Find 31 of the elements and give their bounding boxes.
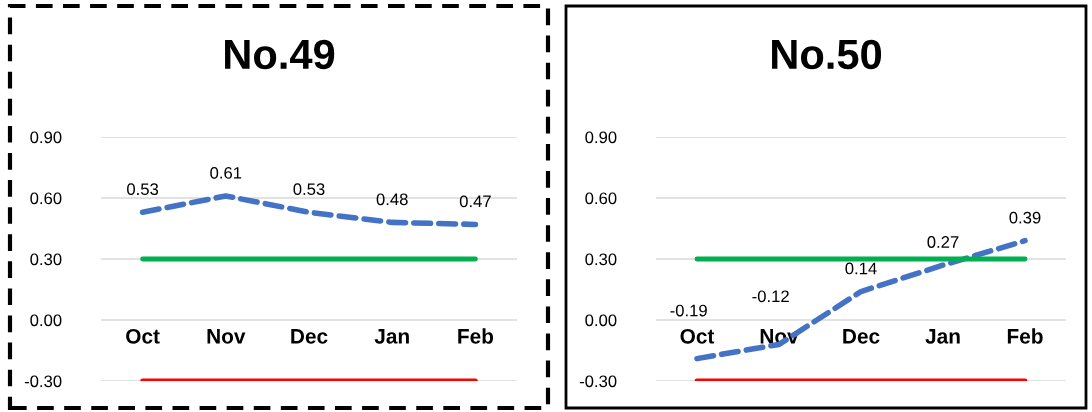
y-tick-label: 0.00	[30, 314, 62, 327]
data-label: 0.39	[1009, 211, 1041, 224]
chart-title: No.50	[772, 39, 882, 70]
y-tick-label: 0.30	[585, 253, 617, 266]
data-label: -0.19	[670, 304, 707, 317]
x-tick-label: Dec	[291, 329, 328, 344]
x-tick-label: Jan	[374, 329, 409, 344]
x-tick-label: Oct	[126, 328, 160, 344]
y-tick-label: -0.30	[24, 375, 62, 388]
x-tick-label: Feb	[458, 328, 494, 344]
y-tick-label: 0.00	[585, 314, 617, 327]
data-label: 0.47	[459, 195, 491, 208]
y-tick-label: 0.90	[585, 131, 617, 144]
y-tick-label: 0.90	[30, 131, 62, 144]
data-label: 0.14	[845, 262, 877, 275]
x-tick-label: Nov	[207, 329, 246, 344]
data-label: 0.53	[127, 183, 159, 196]
chart-title: No.49	[225, 39, 335, 70]
x-tick-label: Dec	[843, 329, 880, 344]
data-label: 0.48	[376, 193, 408, 206]
y-tick-label: 0.60	[30, 192, 62, 205]
y-tick-label: -0.30	[579, 375, 617, 388]
data-label: -0.12	[752, 290, 789, 303]
x-tick-label: Jan	[925, 329, 960, 344]
y-tick-label: 0.60	[585, 192, 617, 205]
data-label: 0.27	[927, 236, 959, 248]
y-tick-label: 0.30	[30, 253, 62, 266]
x-tick-label: Feb	[1007, 328, 1043, 344]
data-label: 0.53	[293, 183, 325, 196]
x-tick-label: Oct	[680, 328, 715, 344]
data-label: 0.61	[210, 166, 242, 179]
